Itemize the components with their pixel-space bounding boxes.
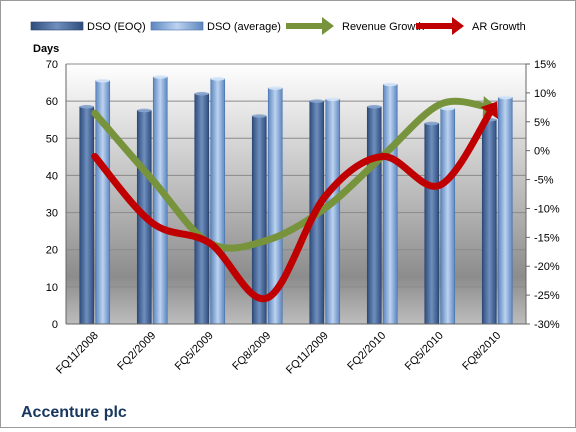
y2-tick-label: 0% xyxy=(534,146,550,158)
bar xyxy=(325,98,341,325)
y-tick-label: 0 xyxy=(52,319,58,331)
y-tick-label: 60 xyxy=(46,96,58,108)
bar xyxy=(440,108,456,325)
bar xyxy=(424,123,440,325)
x-tick-label: FQ2/2009 xyxy=(115,330,158,373)
bar xyxy=(481,119,497,325)
bar-top xyxy=(424,121,439,126)
bar xyxy=(497,97,513,325)
y-tick-label: 40 xyxy=(46,170,58,182)
bar-top xyxy=(210,77,225,81)
y2-tick-label: 15% xyxy=(534,59,556,71)
legend-arrow-ar-growth xyxy=(452,17,464,35)
y-tick-label: 50 xyxy=(46,133,58,145)
chart-title: Accenture plc xyxy=(21,404,127,421)
bar-top xyxy=(194,91,209,96)
bar-top xyxy=(309,99,324,103)
legend-arrow-revenue-growth xyxy=(322,17,334,35)
x-tick-label: FQ8/2010 xyxy=(460,330,503,373)
legend-label-ar-growth: AR Growth xyxy=(472,21,526,33)
legend-label-dso-average-: DSO (average) xyxy=(207,21,281,33)
x-tick-label: FQ11/2008 xyxy=(54,330,101,377)
x-tick-label: FQ2/2010 xyxy=(345,330,388,373)
y2-tick-label: -10% xyxy=(534,203,560,215)
y2-tick-label: -20% xyxy=(534,261,560,273)
bar xyxy=(210,78,226,325)
x-tick-label: FQ5/2009 xyxy=(173,330,216,373)
y-tick-label: 70 xyxy=(46,59,58,71)
y-tick-label: 20 xyxy=(46,245,58,257)
revenue-growth-line xyxy=(91,97,491,252)
y2-tick-label: 5% xyxy=(534,117,550,129)
y2-tick-label: -25% xyxy=(534,290,560,302)
y-tick-label: 30 xyxy=(46,208,58,220)
x-tick-label: FQ5/2010 xyxy=(403,330,446,373)
legend-label-dso-eoq-: DSO (EOQ) xyxy=(87,21,146,33)
bar-top xyxy=(440,106,455,111)
bar-top xyxy=(498,95,513,100)
bar xyxy=(79,106,95,325)
ar-growth-arrowhead xyxy=(480,101,498,120)
bar xyxy=(194,93,210,325)
legend: DSO (EOQ) DSO (average) Revenue Growth AR G… xyxy=(30,17,526,35)
y2-tick-label: 10% xyxy=(534,88,556,100)
bar-top xyxy=(252,114,267,118)
bar-top xyxy=(325,97,340,102)
bar-top xyxy=(137,108,152,113)
bar-layer xyxy=(79,75,513,325)
legend-swatch-dso-eoq- xyxy=(30,21,84,31)
ar-growth-line xyxy=(91,106,496,303)
bar xyxy=(366,106,382,325)
bar-top xyxy=(383,82,398,87)
bar xyxy=(382,84,398,325)
y-tick-label: 10 xyxy=(46,282,58,294)
bar-top xyxy=(79,104,94,109)
x-tick-label: FQ8/2009 xyxy=(230,330,273,373)
line-layer xyxy=(91,96,498,303)
y2-tick-label: -15% xyxy=(534,232,560,244)
bar-top xyxy=(153,75,168,79)
y2-tick-label: -5% xyxy=(534,175,554,187)
y-axis-title: Days xyxy=(33,43,59,55)
y2-tick-label: -30% xyxy=(534,319,560,331)
bar-top xyxy=(268,86,283,90)
bar-top xyxy=(367,104,382,109)
bar-top xyxy=(95,78,110,83)
legend-label-revenue-growth: Revenue Growth xyxy=(342,21,425,33)
x-tick-label: FQ11/2009 xyxy=(284,330,331,377)
legend-swatch-dso-average- xyxy=(150,21,204,31)
